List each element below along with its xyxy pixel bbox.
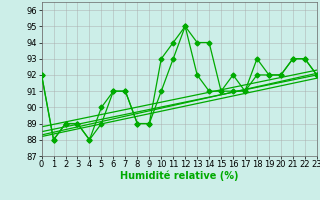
X-axis label: Humidité relative (%): Humidité relative (%) <box>120 171 238 181</box>
